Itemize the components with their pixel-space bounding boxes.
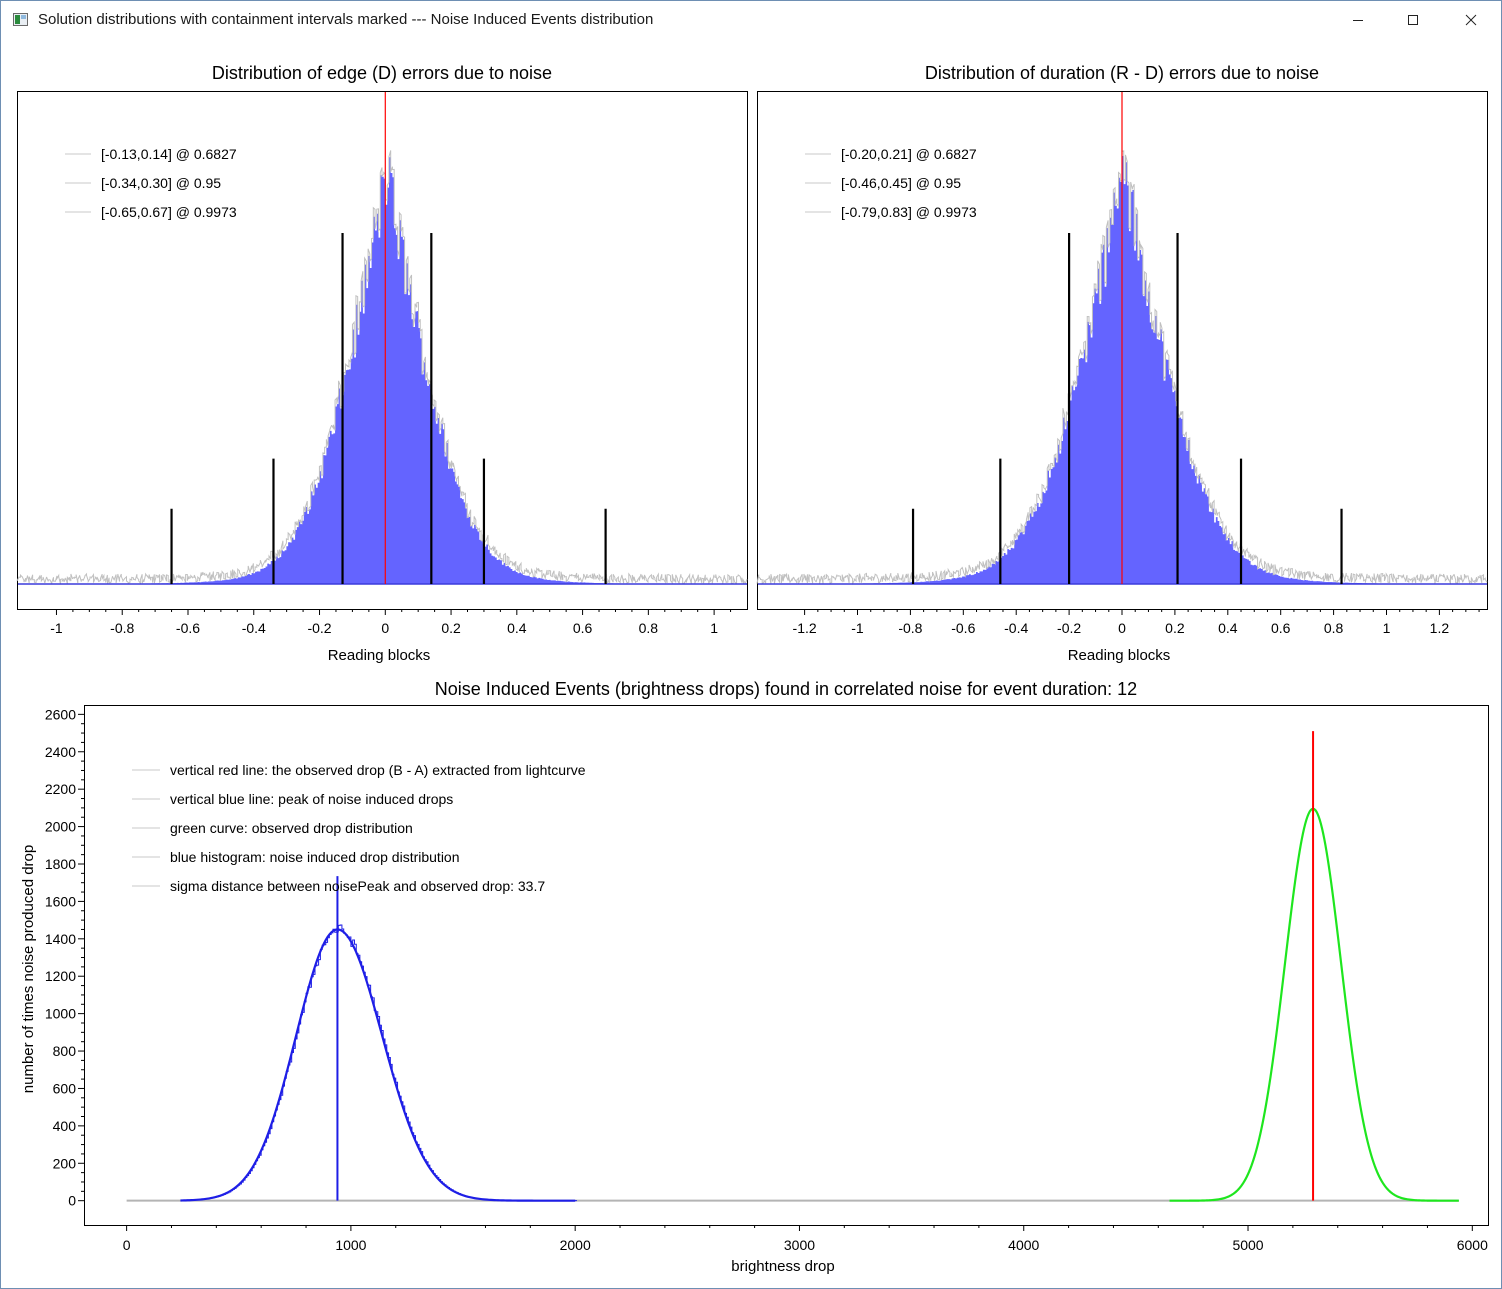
x-tick-label: 3000 xyxy=(784,1237,815,1253)
chart-panel-3: Noise Induced Events (brightness drops) … xyxy=(20,679,1489,1275)
minimize-button[interactable] xyxy=(1335,1,1381,39)
plot-frame xyxy=(84,705,1489,1226)
window-title: Solution distributions with containment … xyxy=(38,11,654,28)
x-tick-label: -0.4 xyxy=(1004,620,1028,636)
x-axis-label: Reading blocks xyxy=(1068,647,1171,664)
app-icon xyxy=(13,13,28,26)
x-axis-label: brightness drop xyxy=(731,1258,834,1275)
x-tick-label: 0.6 xyxy=(573,620,593,636)
chart-title: Distribution of edge (D) errors due to n… xyxy=(212,63,552,83)
legend-entry: vertical blue line: peak of noise induce… xyxy=(170,791,453,807)
legend-entry: sigma distance between noisePeak and obs… xyxy=(170,878,545,894)
legend-entry: [-0.79,0.83] @ 0.9973 xyxy=(841,204,977,220)
noise-histogram-fit-curve xyxy=(180,928,576,1202)
charts-area: Distribution of edge (D) errors due to n… xyxy=(16,63,1489,1275)
chart-panel-1: Distribution of edge (D) errors due to n… xyxy=(16,63,748,664)
x-tick-label: -0.2 xyxy=(1057,620,1081,636)
x-tick-label: 0.8 xyxy=(1324,620,1344,636)
x-tick-label: 0.6 xyxy=(1271,620,1291,636)
x-tick-label: 2000 xyxy=(560,1237,591,1253)
chart-title: Noise Induced Events (brightness drops) … xyxy=(435,679,1137,699)
x-tick-label: -0.2 xyxy=(307,620,331,636)
x-tick-label: -0.4 xyxy=(242,620,266,636)
x-tick-label: 0 xyxy=(123,1237,131,1253)
x-tick-label: -1 xyxy=(851,620,864,636)
x-tick-label: 0.8 xyxy=(639,620,659,636)
legend-entry: green curve: observed drop distribution xyxy=(170,820,413,836)
y-tick-label: 1400 xyxy=(45,931,76,947)
histogram-bars xyxy=(17,157,747,584)
y-tick-label: 2400 xyxy=(45,744,76,760)
y-tick-label: 1800 xyxy=(45,856,76,872)
x-tick-label: 1 xyxy=(710,620,718,636)
x-tick-label: 5000 xyxy=(1232,1237,1263,1253)
minimize-icon xyxy=(1353,20,1363,21)
legend-entry: blue histogram: noise induced drop distr… xyxy=(170,849,460,865)
y-tick-label: 1000 xyxy=(45,1006,76,1022)
x-tick-label: -0.6 xyxy=(951,620,975,636)
x-tick-label: 4000 xyxy=(1008,1237,1039,1253)
x-axis-label: Reading blocks xyxy=(328,647,431,664)
legend-entry: [-0.13,0.14] @ 0.6827 xyxy=(101,146,237,162)
legend-entry: [-0.65,0.67] @ 0.9973 xyxy=(101,204,237,220)
x-tick-label: -1 xyxy=(50,620,63,636)
x-tick-label: 6000 xyxy=(1457,1237,1488,1253)
x-tick-label: -1.2 xyxy=(793,620,817,636)
legend-entry: vertical red line: the observed drop (B … xyxy=(170,762,586,778)
x-tick-label: 1 xyxy=(1383,620,1391,636)
close-icon xyxy=(1465,14,1477,26)
y-tick-label: 200 xyxy=(53,1155,77,1171)
title-bar[interactable]: Solution distributions with containment … xyxy=(1,1,1501,39)
x-tick-label: 0.4 xyxy=(1218,620,1238,636)
chart-title: Distribution of duration (R - D) errors … xyxy=(925,63,1319,83)
x-tick-label: 0.2 xyxy=(1165,620,1185,636)
histogram-outline xyxy=(16,150,748,585)
x-tick-label: -0.8 xyxy=(898,620,922,636)
x-tick-label: 0.2 xyxy=(441,620,461,636)
x-tick-label: 1000 xyxy=(335,1237,366,1253)
x-tick-label: 0 xyxy=(1118,620,1126,636)
y-tick-label: 1600 xyxy=(45,893,76,909)
y-tick-label: 600 xyxy=(53,1080,77,1096)
legend-entry: [-0.46,0.45] @ 0.95 xyxy=(841,175,961,191)
y-tick-label: 1200 xyxy=(45,968,76,984)
y-tick-label: 2000 xyxy=(45,819,76,835)
x-tick-label: 0 xyxy=(381,620,389,636)
y-tick-label: 400 xyxy=(53,1118,77,1134)
y-axis-label: number of times noise produced drop xyxy=(20,845,37,1093)
chart-panel-2: Distribution of duration (R - D) errors … xyxy=(756,63,1488,664)
y-tick-label: 2200 xyxy=(45,781,76,797)
y-tick-label: 2600 xyxy=(45,706,76,722)
x-tick-label: 1.2 xyxy=(1430,620,1450,636)
y-tick-label: 0 xyxy=(68,1193,76,1209)
maximize-icon xyxy=(1408,15,1418,25)
legend-entry: [-0.20,0.21] @ 0.6827 xyxy=(841,146,977,162)
close-button[interactable] xyxy=(1448,1,1494,39)
y-tick-label: 800 xyxy=(53,1043,77,1059)
x-tick-label: 0.4 xyxy=(507,620,527,636)
maximize-button[interactable] xyxy=(1390,1,1436,39)
x-tick-label: -0.6 xyxy=(176,620,200,636)
legend-entry: [-0.34,0.30] @ 0.95 xyxy=(101,175,221,191)
observed-drop-curve xyxy=(1169,807,1459,1202)
x-tick-label: -0.8 xyxy=(110,620,134,636)
